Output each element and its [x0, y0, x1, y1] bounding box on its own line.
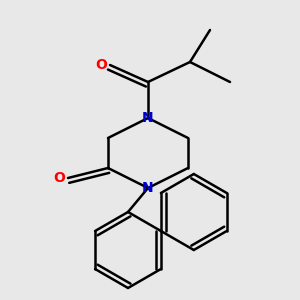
Text: N: N [142, 181, 154, 195]
Text: O: O [95, 58, 107, 72]
Text: N: N [142, 111, 154, 125]
Text: O: O [53, 171, 65, 185]
